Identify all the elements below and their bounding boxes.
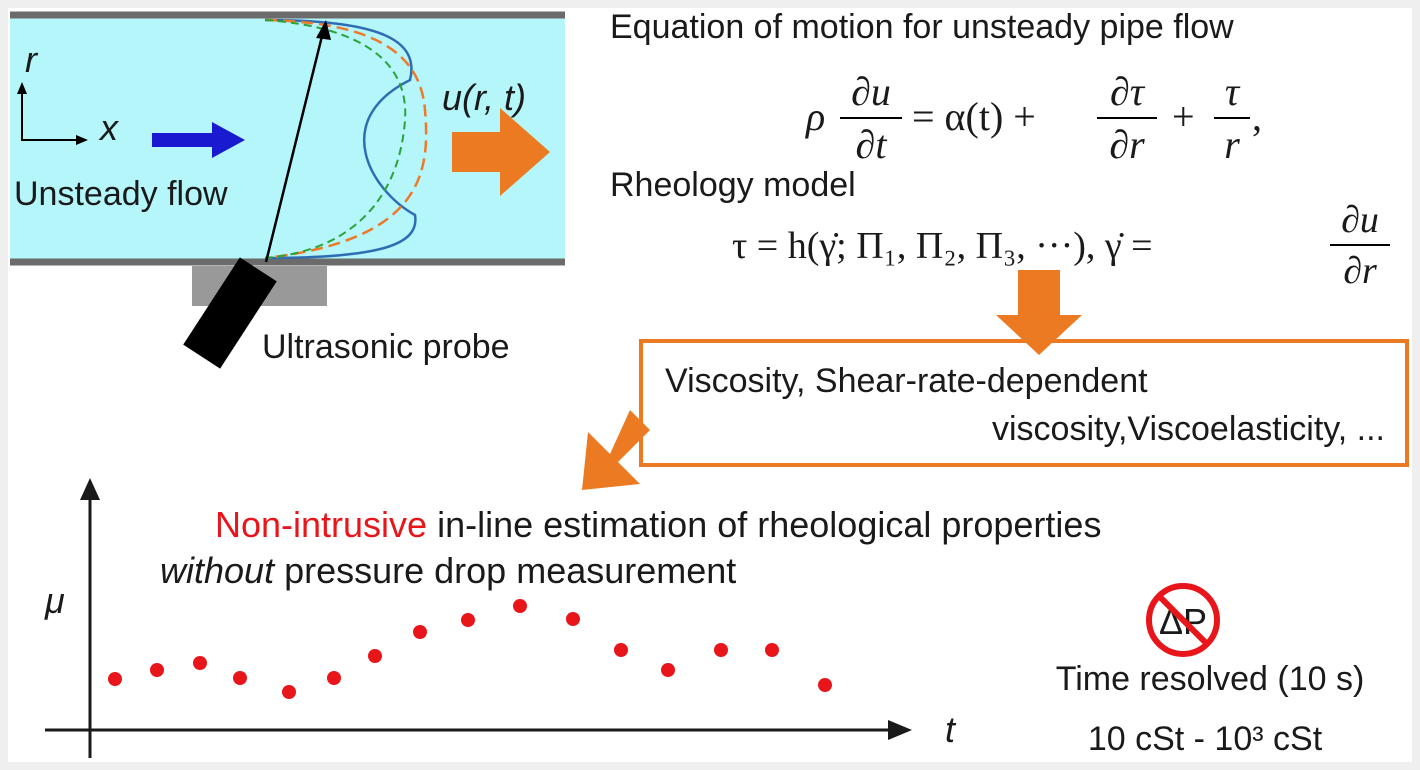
probe-label: Ultrasonic probe xyxy=(262,328,510,366)
result-text: pressure drop measurement xyxy=(274,550,736,591)
note-text: 10 cSt - 10³ cSt xyxy=(1088,720,1323,758)
equation-term: ∂t xyxy=(856,122,888,167)
profile-curve xyxy=(264,19,407,259)
arrow-head xyxy=(888,720,912,740)
equation-term: τ xyxy=(1225,69,1241,114)
y-axis-label: μ xyxy=(44,580,65,621)
sample-point xyxy=(818,678,832,692)
equation-term: ∂r xyxy=(1343,250,1377,292)
process-arrow xyxy=(996,270,1082,355)
sample-point xyxy=(327,671,341,685)
equation-term: r xyxy=(1224,122,1240,167)
x-label: x xyxy=(98,107,120,148)
prohibition-slash xyxy=(1156,593,1210,647)
x-axis-label: t xyxy=(945,709,957,750)
equation-term: ∂r xyxy=(1109,122,1145,167)
r-label: r xyxy=(25,39,39,80)
highlight: Non-intrusive xyxy=(215,504,427,545)
emphasis: without xyxy=(160,550,276,591)
equation-term: = α(t) + xyxy=(912,94,1036,139)
equation-term: ∂u xyxy=(1341,199,1379,241)
sample-point xyxy=(661,663,675,677)
sample-point xyxy=(413,625,427,639)
equation-term: ∂τ xyxy=(1110,69,1146,114)
beam-line xyxy=(264,31,325,263)
equation-term: + xyxy=(1172,94,1195,139)
sample-point xyxy=(150,663,164,677)
equation-term: ρ xyxy=(804,94,825,139)
sample-point xyxy=(233,671,247,685)
flow-label: Unsteady flow xyxy=(14,175,228,213)
process-arrow xyxy=(582,410,650,490)
properties-box xyxy=(639,339,1409,467)
axes-icon xyxy=(21,90,80,141)
result-text: without pressure drop measurement xyxy=(160,550,736,591)
sample-point xyxy=(282,685,296,699)
note-text: Time resolved (10 s) xyxy=(1056,660,1365,698)
sample-point xyxy=(513,599,527,613)
result-text: Non-intrusive in-line estimation of rheo… xyxy=(215,504,1101,545)
flow-arrow xyxy=(452,108,550,196)
arrow-head xyxy=(17,82,27,94)
sample-point xyxy=(614,643,628,657)
equation-term: τ = h(γ̇; Π₁, Π₂, Π₃, ···), γ̇ = xyxy=(732,225,1153,267)
properties-text: Viscosity, Shear-rate-dependent xyxy=(665,362,1148,400)
result-text: in-line estimation of rheological proper… xyxy=(427,504,1101,545)
prohibition-circle xyxy=(1146,583,1220,657)
velocity-label: u(r, t) xyxy=(442,77,526,118)
sample-point xyxy=(368,649,382,663)
arrow-head xyxy=(316,20,331,40)
flow-arrow xyxy=(152,122,245,158)
sample-point xyxy=(566,612,580,626)
properties-text: viscosity,Viscoelasticity, ... xyxy=(992,410,1385,448)
arrow-head xyxy=(76,135,88,145)
profile-curve xyxy=(264,18,417,260)
equation-term: ∂u xyxy=(851,69,891,114)
profile-curve xyxy=(264,18,428,260)
sample-point xyxy=(461,613,475,627)
section-title: Rheology model xyxy=(610,166,856,204)
arrow-head xyxy=(80,478,100,500)
sample-point xyxy=(714,643,728,657)
sample-point xyxy=(765,643,779,657)
equation-term: , xyxy=(1252,94,1262,139)
sample-point xyxy=(193,656,207,670)
sample-points xyxy=(108,599,832,699)
probe xyxy=(183,257,277,369)
section-title: Equation of motion for unsteady pipe flo… xyxy=(610,8,1234,46)
sample-point xyxy=(108,672,122,686)
